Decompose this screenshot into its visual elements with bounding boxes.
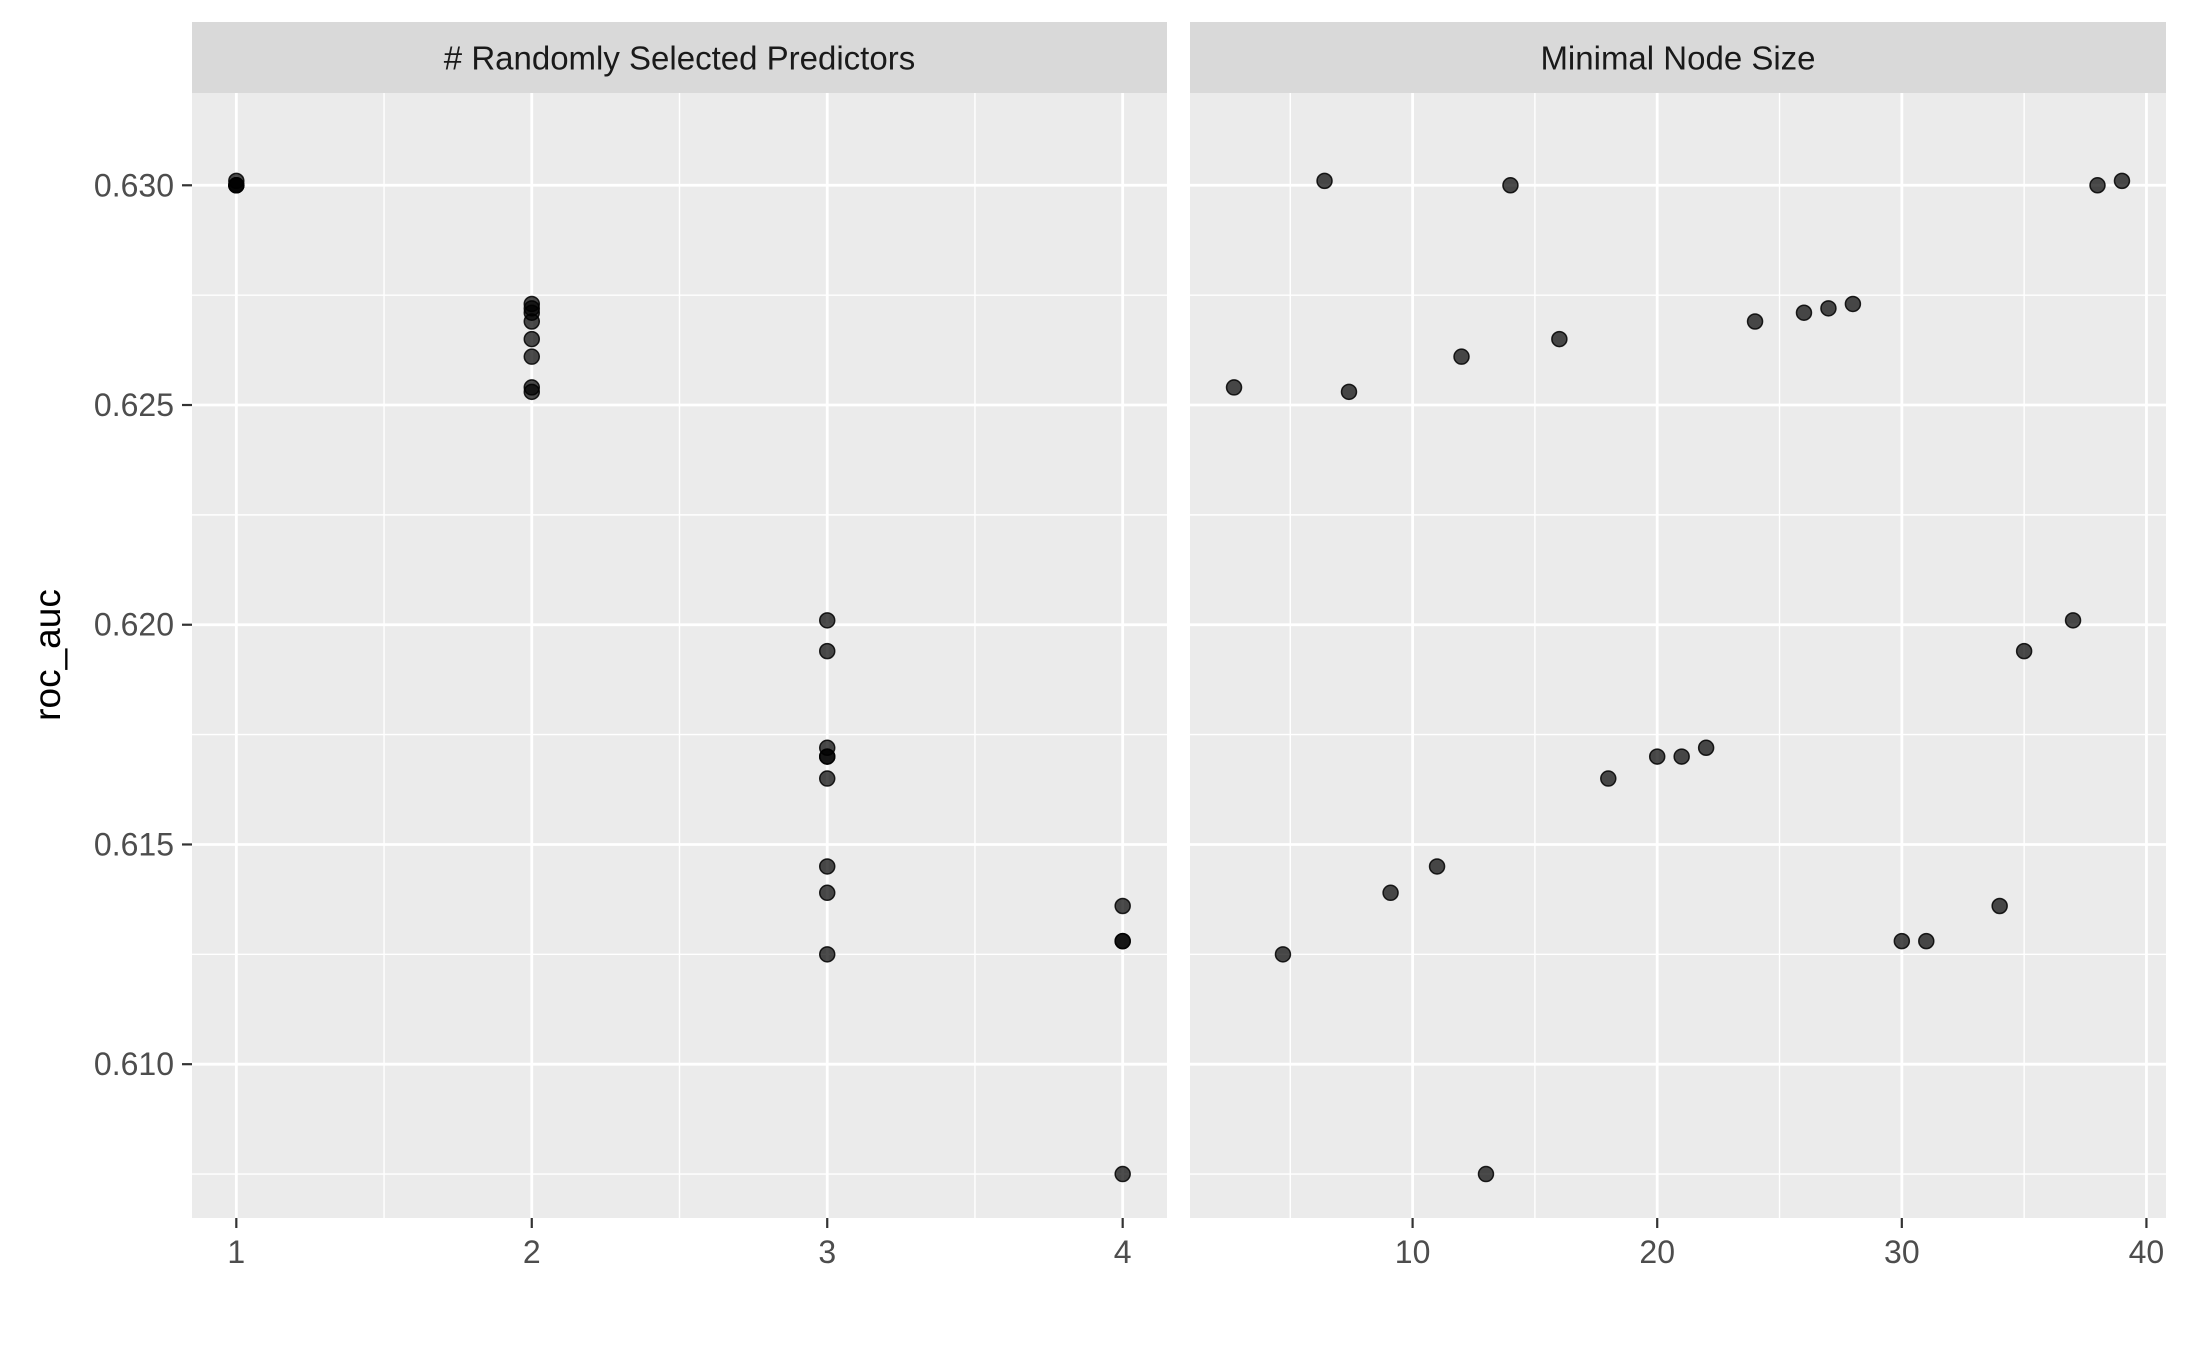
facet-panel-2: Minimal Node Size 10 20 30 40 — [1190, 22, 2166, 1270]
data-point — [1918, 932, 1935, 950]
data-point — [1225, 379, 1243, 396]
data-point — [1340, 383, 1358, 401]
facet-strip-label: Minimal Node Size — [1540, 40, 1815, 77]
data-point — [2089, 177, 2106, 194]
data-point — [1502, 177, 1519, 194]
data-point — [1382, 884, 1399, 902]
data-point — [818, 946, 836, 963]
x-tick-label: 40 — [2129, 1234, 2165, 1270]
data-point — [1673, 748, 1690, 765]
data-point — [2113, 172, 2131, 190]
facet-strip — [192, 22, 1167, 93]
data-point — [1795, 304, 1813, 321]
data-point — [1114, 1165, 1131, 1183]
facet-panel-1: # Randomly Selected Predictors 1 2 3 4 0.610 0… — [94, 22, 1167, 1270]
data-point — [1648, 748, 1666, 765]
data-point — [1453, 348, 1470, 365]
data-point — [818, 884, 836, 902]
x-tick-label: 20 — [1639, 1234, 1675, 1270]
data-point — [1820, 300, 1837, 317]
data-point — [818, 612, 836, 629]
x-tick-label: 2 — [523, 1234, 541, 1270]
data-point — [1991, 897, 2008, 915]
data-point — [1114, 897, 1131, 915]
data-point — [1114, 932, 1131, 950]
data-point — [818, 642, 836, 660]
data-point — [1844, 295, 1862, 313]
data-point — [1316, 172, 1333, 190]
x-tick-label: 3 — [818, 1234, 836, 1270]
facet-strip-label: # Randomly Selected Predictors — [444, 40, 915, 77]
data-point — [2015, 642, 2033, 660]
data-point — [523, 383, 541, 401]
data-point — [1551, 330, 1568, 348]
data-point — [1697, 739, 1715, 757]
data-point — [523, 313, 541, 330]
x-tick-label: 10 — [1395, 1234, 1431, 1270]
data-point — [523, 330, 541, 348]
data-point — [1746, 313, 1764, 330]
x-tick-label: 4 — [1114, 1234, 1132, 1270]
data-point — [1477, 1165, 1495, 1183]
data-point — [2064, 612, 2082, 629]
data-point — [1600, 770, 1617, 787]
facet-strip — [1190, 22, 2166, 93]
y-tick-label: 0.630 — [94, 167, 174, 203]
data-point — [228, 177, 245, 194]
y-tick-label: 0.610 — [94, 1046, 174, 1082]
x-tick-label: 30 — [1884, 1234, 1920, 1270]
data-point — [1893, 932, 1911, 950]
data-point — [818, 748, 836, 765]
panel-background — [1190, 93, 2166, 1218]
x-tick-label: 1 — [227, 1234, 245, 1270]
data-point — [818, 770, 836, 787]
y-axis-title: roc_auc — [27, 589, 68, 721]
data-point — [1428, 858, 1446, 875]
y-tick-label: 0.625 — [94, 387, 174, 423]
data-point — [523, 348, 541, 365]
y-tick-label: 0.615 — [94, 826, 174, 862]
data-point — [1274, 946, 1292, 963]
data-point — [818, 858, 836, 875]
y-tick-label: 0.620 — [94, 607, 174, 643]
